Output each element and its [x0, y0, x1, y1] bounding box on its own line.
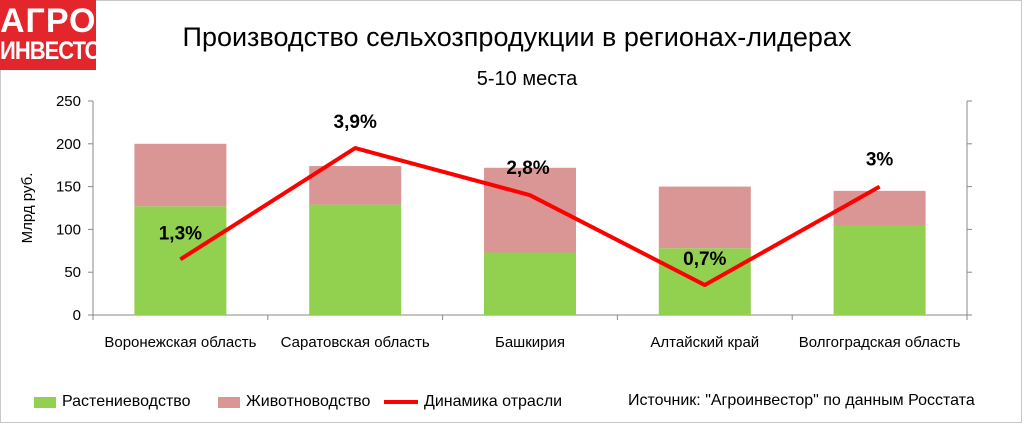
legend-swatch-livestock [218, 396, 240, 408]
bar-livestock [134, 143, 227, 207]
dynamics-data-label: 1,3% [159, 223, 202, 244]
bar-livestock [658, 186, 751, 249]
logo-line-1: АГРО [0, 2, 97, 40]
y-tick-label: 100 [56, 221, 81, 238]
bar-crop [484, 252, 576, 315]
y-tick-label: 200 [56, 136, 81, 153]
legend-swatch-crop [34, 396, 56, 408]
bar-crop [134, 206, 227, 315]
y-tick-label: 250 [56, 93, 81, 110]
bar-crop [309, 204, 402, 315]
chart-legend: Растениеводство Животноводство Динамика … [30, 393, 1010, 415]
y-tick-label: 150 [56, 179, 81, 196]
y-tick-label: 0 [73, 307, 81, 324]
dynamics-data-label: 3% [866, 150, 894, 171]
dynamics-data-label: 3,9% [334, 112, 377, 133]
category-label: Саратовская область [281, 334, 430, 351]
chart-subtitle: 5-10 места [476, 68, 578, 90]
category-label: Волгоградская область [799, 334, 961, 351]
category-label: Башкирия [495, 334, 565, 351]
dynamics-data-label: 2,8% [506, 158, 549, 179]
legend-label-crop: Растениеводство [62, 393, 191, 410]
y-tick-label: 50 [64, 264, 81, 281]
legend-item-livestock: Животноводство [218, 393, 370, 411]
legend-item-dynamics: Динамика отрасли [384, 393, 562, 411]
bar-livestock [309, 166, 402, 205]
bar-livestock [833, 190, 926, 226]
source-note: Источник: "Агроинвестор" по данным Росст… [628, 392, 975, 409]
y-axis-label: Млрд руб. [19, 173, 36, 244]
category-label: Алтайский край [650, 334, 759, 351]
legend-item-crop: Растениеводство [34, 393, 191, 411]
bar-crop [658, 248, 751, 315]
category-label: Воронежская область [104, 334, 256, 351]
legend-swatch-dynamics [384, 400, 418, 404]
chart-title: Производство сельхозпродукции в регионах… [182, 22, 852, 52]
bar-crop [833, 225, 926, 315]
dynamics-data-label: 0,7% [683, 249, 726, 270]
legend-label-dynamics: Динамика отрасли [424, 393, 563, 410]
legend-label-livestock: Животноводство [246, 393, 371, 410]
